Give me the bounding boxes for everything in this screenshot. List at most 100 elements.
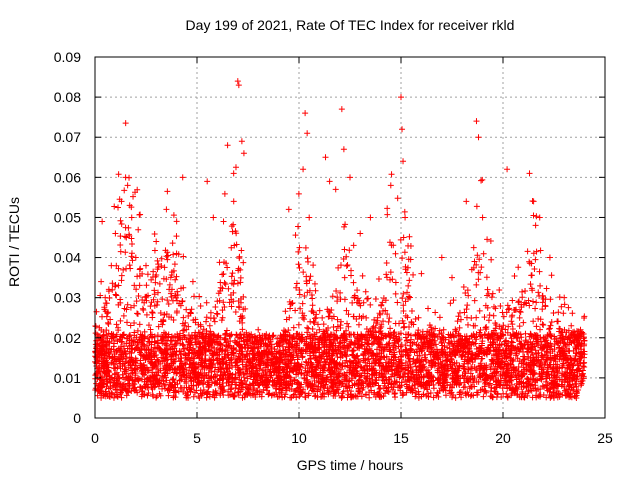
data-point (121, 305, 128, 312)
data-point (164, 188, 171, 195)
data-point (465, 338, 472, 345)
data-point (127, 265, 134, 272)
data-point (480, 350, 487, 357)
data-point (214, 351, 221, 358)
data-point (516, 376, 523, 383)
data-point (203, 314, 210, 321)
data-point (384, 311, 391, 318)
data-point (394, 195, 401, 202)
data-point (154, 266, 161, 273)
data-point (537, 282, 544, 289)
data-point (138, 393, 145, 400)
data-point (362, 359, 369, 366)
data-point (532, 222, 539, 229)
data-point (165, 385, 172, 392)
data-point (382, 344, 389, 351)
data-point (170, 317, 177, 324)
data-point (396, 320, 403, 327)
data-point (385, 318, 392, 325)
data-point (567, 381, 574, 388)
data-point (185, 332, 192, 339)
data-point (293, 394, 300, 401)
data-point (473, 203, 480, 210)
data-point (197, 302, 204, 309)
data-point (120, 374, 127, 381)
data-point (342, 352, 349, 359)
data-point (393, 369, 400, 376)
data-point (355, 386, 362, 393)
data-point (473, 314, 480, 321)
data-point (307, 355, 314, 362)
data-point (210, 391, 217, 398)
data-point (307, 334, 314, 341)
data-point (172, 394, 179, 401)
data-point (143, 364, 150, 371)
data-point (201, 339, 208, 346)
data-point (497, 303, 504, 310)
data-point (575, 365, 582, 372)
data-point (378, 321, 385, 328)
data-point (383, 274, 390, 281)
data-point (455, 332, 462, 339)
data-point (368, 341, 375, 348)
data-point (330, 342, 337, 349)
data-point (250, 392, 257, 399)
data-point (514, 386, 521, 393)
data-point (103, 346, 110, 353)
data-point (304, 383, 311, 390)
data-point (304, 289, 311, 296)
data-point (283, 316, 290, 323)
data-point (468, 266, 475, 273)
data-point (471, 356, 478, 363)
data-point (293, 284, 300, 291)
data-point (203, 390, 210, 397)
data-point (99, 313, 106, 320)
data-point (454, 377, 461, 384)
data-point (578, 372, 585, 379)
data-point (347, 358, 354, 365)
data-point (320, 321, 327, 328)
data-point (154, 289, 161, 296)
data-point (405, 355, 412, 362)
data-point (571, 369, 578, 376)
data-point (395, 343, 402, 350)
data-point (185, 323, 192, 330)
data-point (353, 370, 360, 377)
data-point (132, 374, 139, 381)
data-point (118, 351, 125, 358)
data-point (574, 358, 581, 365)
data-point (314, 386, 321, 393)
data-point (227, 338, 234, 345)
data-point (375, 275, 382, 282)
data-point (119, 334, 126, 341)
data-point (325, 308, 332, 315)
data-point (135, 345, 142, 352)
data-point (373, 351, 380, 358)
data-point (100, 342, 107, 349)
data-point (455, 373, 462, 380)
data-point (113, 292, 120, 299)
data-point (92, 330, 99, 337)
data-point (122, 383, 129, 390)
data-point (520, 319, 527, 326)
data-point (476, 348, 483, 355)
data-point (514, 372, 521, 379)
data-point (243, 366, 249, 373)
data-point (292, 232, 299, 239)
data-point (479, 338, 486, 345)
data-point (235, 303, 242, 310)
data-point (536, 268, 543, 275)
data-point (342, 333, 349, 340)
data-point (315, 379, 322, 386)
data-point (172, 366, 179, 373)
data-point (125, 377, 132, 384)
data-point (581, 363, 588, 370)
data-point (543, 375, 550, 382)
data-point (334, 335, 341, 342)
data-point (136, 282, 143, 289)
data-point (477, 345, 484, 352)
data-point (406, 233, 413, 240)
data-point (242, 390, 249, 397)
data-point (159, 340, 166, 347)
data-point (334, 353, 341, 360)
